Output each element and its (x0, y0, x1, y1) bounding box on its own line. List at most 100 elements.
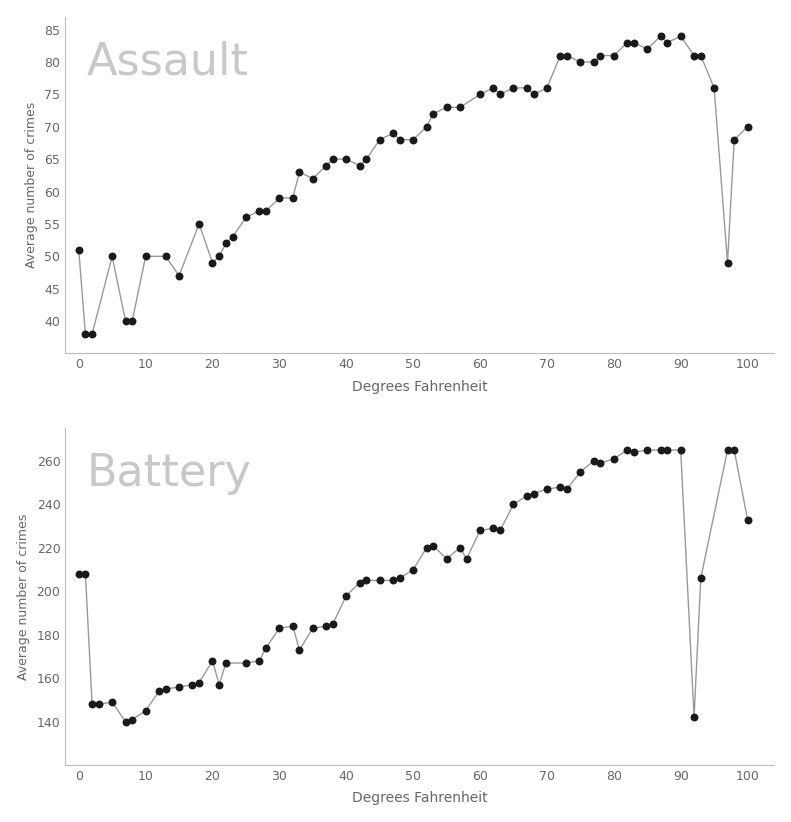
Point (594, 456, 607, 469)
Point (661, 444, 674, 457)
Point (340, 589, 353, 603)
Text: Assault: Assault (87, 40, 248, 83)
Point (554, 49, 566, 62)
Point (253, 654, 266, 667)
Point (454, 541, 467, 554)
Point (220, 657, 233, 670)
Point (694, 572, 707, 585)
Point (373, 574, 386, 587)
Point (708, 81, 721, 95)
Point (574, 465, 587, 478)
Point (172, 269, 185, 282)
Point (259, 641, 272, 654)
Point (574, 55, 587, 68)
Point (360, 153, 373, 166)
Point (427, 107, 440, 120)
Point (561, 483, 573, 496)
Point (487, 522, 500, 535)
Point (654, 444, 667, 457)
X-axis label: Degrees Fahrenheit: Degrees Fahrenheit (352, 792, 488, 806)
Point (159, 682, 172, 695)
Y-axis label: Average number of crimes: Average number of crimes (17, 514, 30, 680)
Point (561, 49, 573, 62)
Point (354, 159, 366, 172)
Point (306, 621, 319, 635)
Point (507, 81, 520, 95)
Point (106, 250, 119, 263)
Point (306, 172, 319, 185)
Point (454, 101, 467, 114)
Point (226, 230, 239, 243)
Point (474, 88, 486, 101)
Point (126, 315, 138, 328)
Point (193, 676, 206, 689)
Point (721, 444, 734, 457)
Point (687, 49, 700, 62)
Point (206, 654, 219, 667)
Point (741, 513, 754, 526)
Point (373, 133, 386, 146)
Point (360, 574, 373, 587)
Point (139, 704, 152, 718)
Point (172, 681, 185, 694)
Point (661, 36, 674, 49)
Point (193, 217, 206, 230)
Point (554, 480, 566, 493)
Point (627, 36, 640, 49)
Point (520, 489, 533, 502)
Point (273, 192, 286, 205)
Point (520, 81, 533, 95)
Point (641, 43, 653, 56)
Point (213, 250, 225, 263)
Point (420, 120, 433, 133)
Point (240, 211, 252, 224)
Point (354, 576, 366, 589)
Point (240, 657, 252, 670)
Point (721, 256, 734, 270)
Point (420, 541, 433, 554)
Point (293, 644, 306, 657)
Point (119, 715, 132, 728)
Point (540, 81, 553, 95)
Point (687, 711, 700, 724)
Point (85, 327, 98, 340)
Point (528, 88, 540, 101)
Point (220, 237, 233, 250)
Point (607, 49, 620, 62)
Point (327, 153, 339, 166)
Point (441, 101, 453, 114)
Point (286, 192, 299, 205)
Point (607, 452, 620, 465)
Point (588, 55, 600, 68)
Point (627, 446, 640, 459)
Point (641, 444, 653, 457)
Point (273, 621, 286, 635)
Point (441, 552, 453, 566)
Point (594, 49, 607, 62)
Point (73, 567, 85, 580)
Point (206, 256, 219, 270)
Point (93, 698, 105, 711)
Point (407, 563, 419, 576)
Point (159, 250, 172, 263)
Point (153, 685, 165, 698)
Point (474, 524, 486, 537)
Point (494, 524, 506, 537)
Point (728, 133, 740, 146)
Point (253, 205, 266, 218)
Point (126, 713, 138, 726)
Point (528, 487, 540, 500)
Point (654, 30, 667, 43)
Point (320, 159, 332, 172)
Point (293, 165, 306, 178)
Y-axis label: Average number of crimes: Average number of crimes (25, 102, 37, 268)
Point (79, 327, 92, 340)
Point (621, 36, 634, 49)
Point (259, 205, 272, 218)
Point (741, 120, 754, 133)
X-axis label: Degrees Fahrenheit: Degrees Fahrenheit (352, 380, 488, 394)
Point (186, 678, 199, 691)
Point (621, 444, 634, 457)
Point (494, 88, 506, 101)
Point (460, 552, 473, 566)
